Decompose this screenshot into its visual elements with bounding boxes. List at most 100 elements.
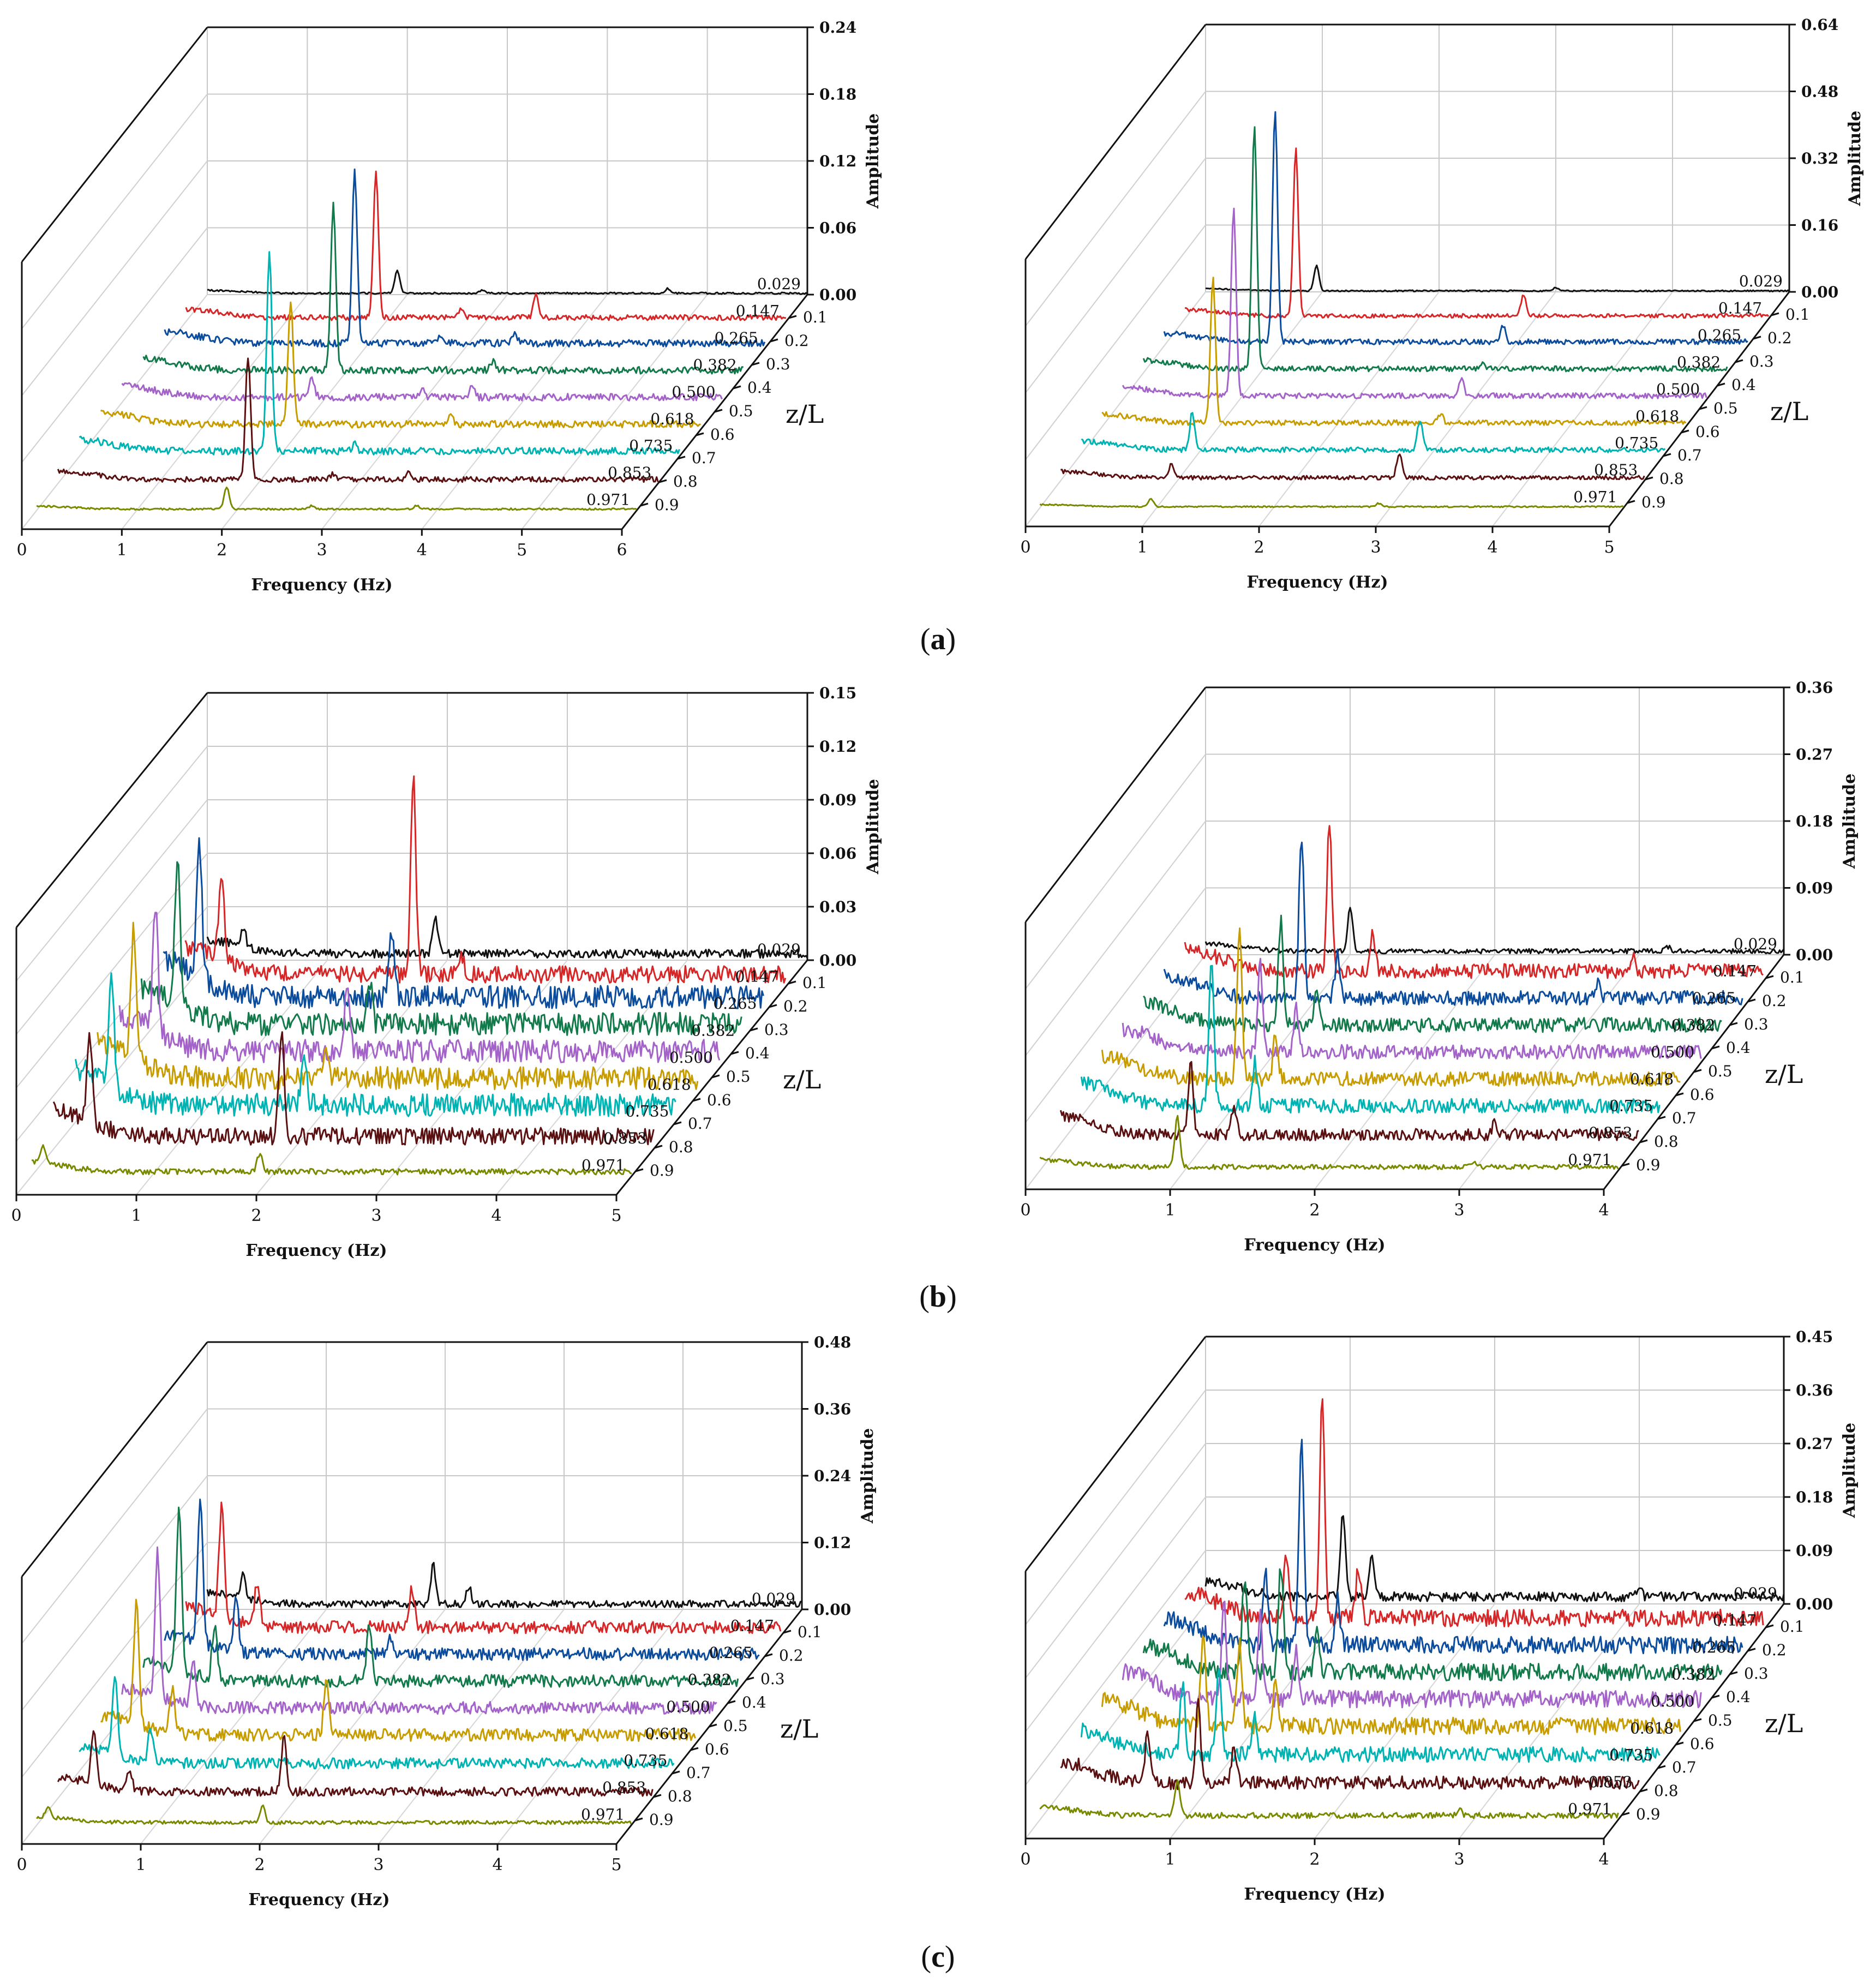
z-axis-label: z/L <box>786 399 824 429</box>
z-tick-mark <box>714 409 723 413</box>
x-tick-label: 2 <box>1309 1201 1320 1220</box>
floor-line <box>16 960 208 1195</box>
side-wall-line <box>1025 887 1206 1123</box>
x-tick-label: 1 <box>1165 1850 1175 1869</box>
series-label: 0.382 <box>693 356 737 374</box>
z-axis-label: z/L <box>1770 397 1808 426</box>
z-tick-label: 0.5 <box>1708 1062 1733 1080</box>
floor-line <box>1258 291 1440 527</box>
z-tick-mark <box>1729 1671 1738 1675</box>
series-label: 0.618 <box>650 410 694 428</box>
z-tick-label: 0.5 <box>1713 399 1738 417</box>
z-tick-label: 0.1 <box>803 308 828 326</box>
y-tick-label: 0.00 <box>814 1601 851 1619</box>
series-line-0.382 <box>142 1506 739 1688</box>
y-tick-label: 0.18 <box>1796 1488 1833 1506</box>
series-line-0.382 <box>1142 126 1728 373</box>
z-tick-mark <box>1765 1624 1774 1628</box>
z-tick-mark <box>1735 359 1743 363</box>
x-tick-label: 1 <box>1137 538 1147 557</box>
x-tick-label: 6 <box>616 541 627 560</box>
z-tick-mark <box>653 1794 662 1798</box>
series-line-0.382 <box>142 201 744 375</box>
z-tick-mark <box>1747 1648 1756 1652</box>
z-tick-mark <box>770 338 778 343</box>
series-label: 0.147 <box>736 302 780 320</box>
series-label: 0.147 <box>1718 299 1762 317</box>
y-tick-label: 0.48 <box>1801 83 1838 101</box>
x-tick-label: 3 <box>1454 1201 1464 1220</box>
x-tick-label: 3 <box>1454 1850 1464 1869</box>
z-tick-mark <box>1675 1741 1684 1746</box>
x-tick-label: 0 <box>1020 1850 1030 1869</box>
series-line-0.618 <box>1101 927 1681 1087</box>
z-tick-label: 0.4 <box>745 1044 770 1062</box>
y-tick-label: 0.09 <box>1796 1542 1833 1560</box>
side-wall-line <box>16 906 208 1142</box>
series-label: 0.265 <box>715 329 758 347</box>
series-label: 0.265 <box>713 995 757 1013</box>
z-tick-mark <box>1675 1092 1684 1097</box>
z-tick-label: 0.7 <box>1677 446 1702 464</box>
series-label: 0.500 <box>1651 1043 1694 1061</box>
z-tick-mark <box>640 502 649 507</box>
series-line-0.147 <box>185 170 787 321</box>
z-tick-label: 0.1 <box>1780 1618 1805 1636</box>
series-line-0.265 <box>1163 1439 1743 1655</box>
floor-line <box>1492 291 1673 527</box>
z-tick-label: 0.3 <box>760 1670 785 1688</box>
series-label: 0.382 <box>1671 1665 1715 1683</box>
z-tick-label: 0.9 <box>650 1161 674 1179</box>
y-axis-label: Amplitude <box>1840 1423 1859 1519</box>
series-label: 0.147 <box>1713 1611 1757 1629</box>
series-line-0.500 <box>1122 207 1707 399</box>
floor-line <box>321 294 508 530</box>
series-line-0.265 <box>164 168 766 348</box>
side-wall-line <box>21 1542 208 1778</box>
series-line-0.265 <box>1163 111 1748 345</box>
y-tick-label: 0.00 <box>819 286 856 304</box>
z-tick-label: 0.4 <box>1731 376 1756 394</box>
x-tick-label: 5 <box>611 1855 621 1875</box>
series-line-0.618 <box>1101 1635 1681 1735</box>
z-tick-mark <box>690 1747 699 1751</box>
floor-line <box>1314 954 1495 1190</box>
z-tick-mark <box>1765 975 1774 979</box>
series-label: 0.147 <box>730 1616 774 1634</box>
series-label: 0.265 <box>709 1644 753 1662</box>
y-tick-label: 0.24 <box>814 1467 851 1485</box>
series-label: 0.500 <box>669 1049 713 1067</box>
frame-top-diagonal <box>21 27 208 262</box>
z-tick-mark <box>751 362 760 366</box>
series-line-0.618 <box>1101 277 1687 427</box>
z-tick-label: 0.3 <box>1744 1664 1769 1682</box>
y-tick-label: 0.06 <box>819 219 856 237</box>
frame-top-diagonal <box>21 1342 208 1577</box>
side-wall-line <box>1025 1496 1206 1732</box>
z-axis-label: z/L <box>1765 1709 1803 1738</box>
frame-top-diagonal <box>1024 24 1207 260</box>
y-tick-label: 0.12 <box>814 1534 851 1552</box>
floor-line <box>1459 954 1640 1190</box>
z-tick-label: 0.7 <box>692 449 716 467</box>
x-axis-label: Frequency (Hz) <box>1244 1236 1385 1255</box>
z-tick-mark <box>1627 500 1635 504</box>
x-tick-label: 5 <box>1604 538 1614 557</box>
series-label: 0.265 <box>1692 989 1736 1007</box>
series-label: 0.147 <box>1713 962 1757 980</box>
axes-frame <box>1024 1336 1785 1840</box>
y-tick-label: 0.00 <box>819 951 856 969</box>
side-wall-line <box>21 1475 208 1711</box>
floor-line <box>1025 291 1206 527</box>
y-axis-label: Amplitude <box>864 113 883 209</box>
x-tick-label: 2 <box>251 1206 261 1225</box>
z-tick-mark <box>1639 1788 1648 1793</box>
series-line-0.500 <box>121 376 723 402</box>
x-tick-label: 0 <box>16 541 27 560</box>
z-tick-mark <box>788 980 796 985</box>
x-tick-label: 4 <box>492 1855 502 1875</box>
z-tick-label: 0.3 <box>1749 352 1774 370</box>
z-tick-label: 0.8 <box>1659 470 1684 488</box>
z-tick-mark <box>746 1676 754 1681</box>
floor-line <box>521 294 708 530</box>
